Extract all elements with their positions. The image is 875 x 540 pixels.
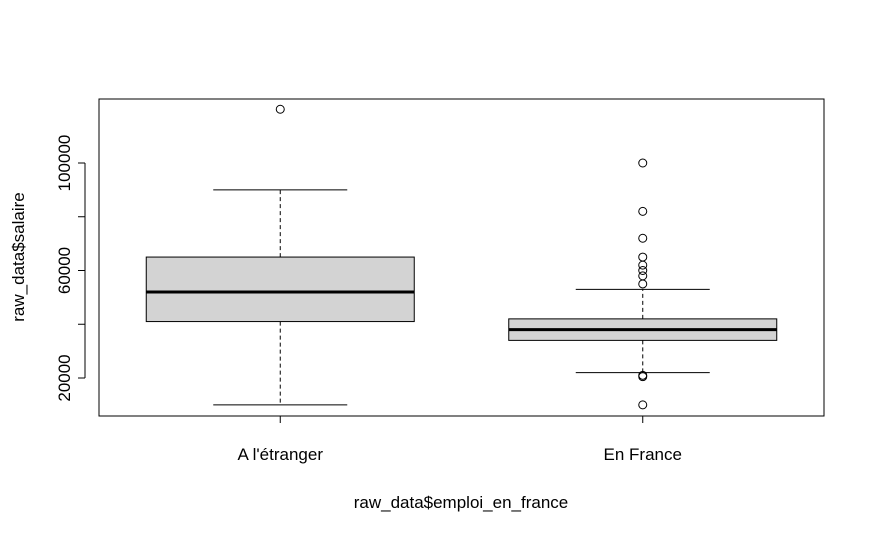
outlier-point (638, 260, 648, 270)
outlier-point (638, 370, 648, 380)
y-tick-label: 100000 (55, 135, 74, 192)
outlier-point (638, 266, 648, 275)
outlier-point (275, 104, 285, 114)
x-tick-label: En France (604, 445, 682, 464)
y-tick-label: 60000 (55, 247, 74, 294)
outlier-point (638, 233, 648, 243)
outlier-point (638, 158, 648, 168)
x-tick-label: A l'étranger (238, 445, 324, 464)
y-axis-label: raw_data$salaire (9, 192, 28, 321)
outlier-point (638, 400, 648, 410)
outlier-point (638, 206, 648, 216)
outlier-point (638, 279, 648, 289)
x-axis-label: raw_data$emploi_en_france (354, 493, 569, 512)
box-1 (145, 104, 415, 406)
boxes-layer (145, 104, 778, 410)
iqr-box (145, 256, 415, 323)
y-axis: 20000 60000 100000 (55, 135, 86, 402)
y-tick-label: 20000 (55, 354, 74, 401)
outlier-point (638, 271, 648, 281)
x-axis: A l'étranger En France (238, 415, 682, 464)
box-2 (508, 158, 778, 410)
outlier-point (638, 252, 648, 262)
